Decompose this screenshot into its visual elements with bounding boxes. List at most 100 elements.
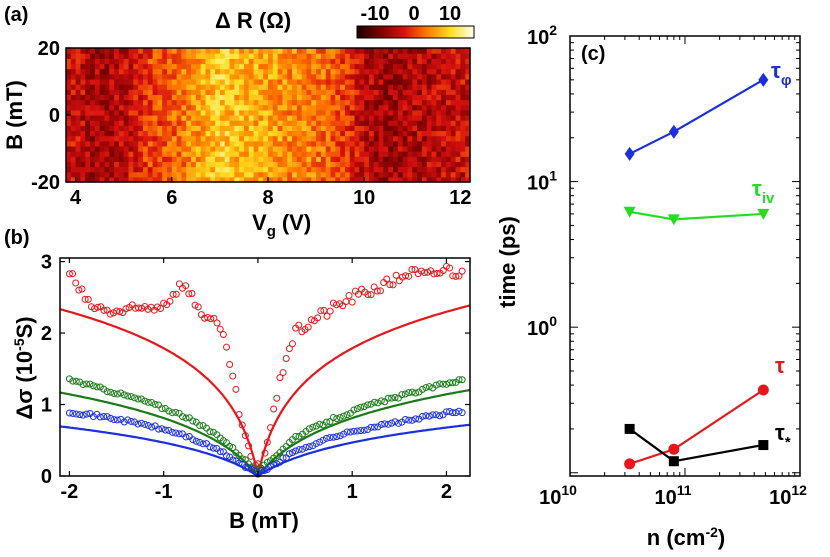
heatmap-cell — [354, 145, 360, 152]
heatmap-cell — [431, 63, 437, 70]
heatmap-x-tick-label: 4 — [70, 187, 82, 209]
times-marker-red — [757, 384, 769, 396]
heatmap-cell — [205, 135, 211, 142]
heatmap-cell — [263, 94, 269, 101]
heatmap-cell — [426, 171, 433, 178]
heatmap-cell — [311, 176, 317, 183]
heatmap-cell — [210, 176, 216, 183]
wl-point-green — [83, 380, 91, 388]
heatmap-cell — [229, 53, 235, 59]
heatmap-cell — [90, 156, 96, 162]
heatmap-cell — [195, 125, 202, 132]
heatmap-cell — [123, 125, 130, 132]
heatmap-cell — [70, 68, 77, 75]
heatmap-cell — [407, 73, 413, 80]
heatmap-cell — [407, 53, 413, 59]
heatmap-cell — [277, 84, 284, 90]
heatmap-cell — [94, 63, 101, 70]
heatmap-cell — [436, 53, 442, 59]
heatmap-cell — [426, 156, 433, 162]
heatmap-cell — [465, 48, 471, 54]
heatmap-cell — [364, 109, 370, 116]
heatmap-cell — [181, 161, 187, 168]
heatmap-cell — [320, 99, 327, 106]
heatmap-cell — [292, 48, 298, 54]
heatmap-cell — [234, 99, 240, 106]
heatmap-cell — [306, 161, 312, 168]
heatmap-cell — [349, 166, 356, 173]
heatmap-cell — [344, 78, 351, 85]
heatmap-cell — [70, 130, 77, 137]
heatmap-cell — [138, 120, 144, 126]
heatmap-cell — [176, 145, 183, 152]
heatmap-cell — [157, 48, 163, 54]
heatmap-cell — [450, 125, 457, 132]
heatmap-cell — [258, 115, 264, 121]
heatmap-cell — [75, 94, 82, 101]
heatmap-cell — [80, 151, 86, 157]
heatmap-cell — [248, 84, 255, 90]
heatmap-cell — [66, 120, 72, 126]
heatmap-cell — [215, 48, 221, 54]
heatmap-cell — [239, 130, 245, 137]
heatmap-cell — [157, 89, 163, 95]
heatmap-cell — [118, 115, 125, 121]
heatmap-cell — [253, 84, 259, 90]
heatmap-cell — [282, 140, 288, 147]
heatmap-cell — [445, 130, 452, 137]
heatmap-cell — [436, 78, 442, 85]
heatmap-cell — [253, 115, 259, 121]
heatmap-cell — [219, 109, 226, 116]
heatmap-cell — [243, 176, 250, 183]
heatmap-cell — [224, 120, 231, 126]
heatmap-cell — [311, 89, 317, 95]
heatmap-cell — [224, 109, 231, 116]
heatmap-cell — [123, 120, 130, 126]
heatmap-cell — [349, 89, 356, 95]
heatmap-cell — [219, 73, 226, 80]
heatmap-cell — [258, 99, 264, 106]
heatmap-cell — [388, 171, 394, 178]
heatmap-cell — [431, 58, 437, 65]
wl-point-red — [207, 315, 215, 323]
heatmap-cell — [85, 166, 91, 173]
heatmap-cell — [349, 145, 356, 152]
heatmap-cell — [171, 115, 178, 121]
heatmap-cell — [349, 130, 356, 137]
heatmap-cell — [388, 151, 394, 157]
heatmap-cell — [80, 130, 86, 137]
heatmap-cell — [215, 130, 221, 137]
wl-point-green — [93, 383, 101, 391]
heatmap-cell — [340, 58, 346, 65]
heatmap-cell — [268, 73, 274, 80]
heatmap-cell — [99, 115, 106, 121]
heatmap-cell — [224, 53, 231, 59]
heatmap-cell — [316, 78, 322, 85]
heatmap-cell — [157, 130, 163, 137]
heatmap-cell — [330, 99, 336, 106]
heatmap-cell — [167, 68, 173, 75]
heatmap-cell — [325, 99, 332, 106]
heatmap-cell — [306, 63, 312, 70]
heatmap-cell — [417, 99, 423, 106]
heatmap-cell — [123, 63, 130, 70]
heatmap-cell — [460, 84, 466, 90]
heatmap-cell — [465, 176, 471, 183]
heatmap-cell — [176, 140, 183, 147]
heatmap-cell — [301, 73, 308, 80]
heatmap-cell — [359, 120, 365, 126]
heatmap-cell — [421, 48, 428, 54]
heatmap-cell — [426, 161, 433, 168]
heatmap-cell — [263, 53, 269, 59]
heatmap-cell — [388, 161, 394, 168]
heatmap-cell — [383, 176, 389, 183]
heatmap-cell — [114, 48, 120, 54]
heatmap-cell — [109, 63, 115, 70]
heatmap-cell — [219, 48, 226, 54]
heatmap-cell — [301, 140, 308, 147]
heatmap-cell — [349, 68, 356, 75]
heatmap-cell — [167, 151, 173, 157]
wl-point-green — [151, 400, 159, 408]
heatmap-cell — [243, 94, 250, 101]
heatmap-cell — [243, 99, 250, 106]
